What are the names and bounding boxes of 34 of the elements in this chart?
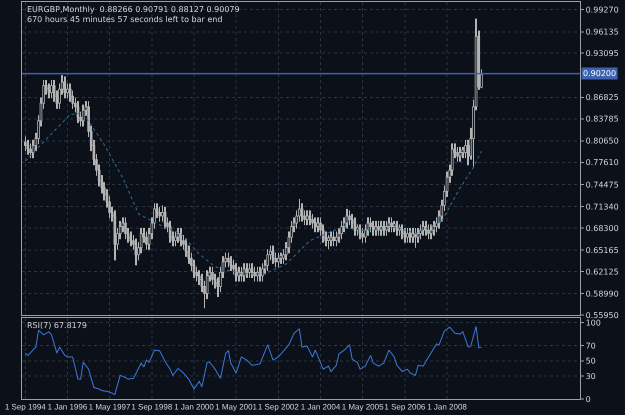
x-tick-label: 1 Sep 1994 [4,402,46,412]
text: 670 hours 45 minutes 57 seconds left to bar end [27,15,222,24]
x-tick-label: 1 May 2001 [215,402,258,412]
x-tick-label: 1 May 2005 [342,402,384,412]
y-tick-label: 0.80650 [586,136,619,146]
x-tick-label: 1 Jan 2000 [174,402,214,412]
y-tick-label: 0.93095 [586,49,619,58]
x-tick-label: 1 Jan 2008 [427,402,468,412]
y-tick-label: 30 [586,372,596,381]
y-tick-label: 0.83785 [586,114,619,124]
y-tick-label: 0 [586,394,591,404]
y-tick-label: 0.65165 [586,246,619,255]
x-tick-label: 1 Jan 2004 [300,402,341,412]
x-tick-label: 1 May 1997 [88,402,132,412]
x-tick-label: 1 Jan 1996 [48,402,88,412]
y-tick-label: 0.58990 [586,289,619,298]
y-tick-label: 0.99270 [586,5,619,14]
y-tick-label: 0.74475 [586,180,619,190]
x-tick-label: 1 Sep 1998 [131,402,173,412]
chart-title: RSI(7) 67.8179 [27,321,87,330]
y-tick-label: 70 [586,341,596,350]
x-tick-label: 1 Sep 2006 [384,402,426,412]
y-tick-label: 0.77610 [586,158,619,168]
y-tick-label: 0.55950 [586,310,619,320]
y-tick-label: 0.62125 [586,267,619,276]
x-tick-label: 1 Sep 2002 [258,402,300,412]
y-tick-label: 0.86825 [586,93,619,102]
y-tick-label: 0.96135 [586,28,619,37]
chart-title: EURGBP,Monthly 0.88266 0.90791 0.88127 0.90079 [27,5,240,14]
y-tick-label: 100 [586,318,601,328]
y-tick-label: 0.71340 [586,202,619,212]
y-tick-label: 50 [586,356,596,366]
ref-line-label: 0.90200 [583,69,616,78]
y-tick-label: 0.68300 [586,224,619,233]
